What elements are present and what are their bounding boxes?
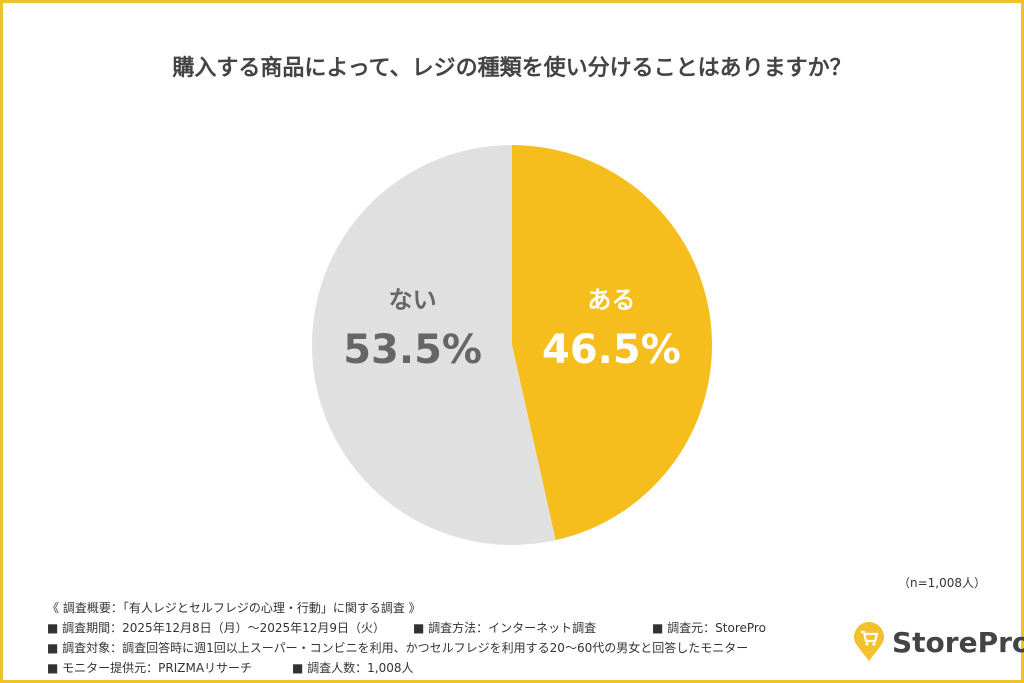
slice-value-label: 46.5% (542, 327, 681, 373)
survey-heading: 《 調査概要：「有人レジとセルフレジの心理・行動」に関する調査 》 (47, 601, 421, 615)
logo-text: StorePro (892, 625, 1024, 659)
cart-pin-icon (854, 622, 884, 661)
survey-provider: ■ モニター提供元：PRIZMAリサーチ (47, 661, 253, 675)
survey-target: ■ 調査対象：調査回答時に週1回以上スーパー・コンビニを利用、かつセルフレジを利… (47, 641, 749, 655)
survey-method: ■ 調査方法：インターネット調査 (413, 621, 597, 635)
slice-label: ある (587, 286, 635, 314)
storepro-logo: StorePro (852, 622, 1024, 662)
slice-label: ない (389, 286, 437, 314)
chart-title: 購入する商品によって、レジの種類を使い分けることはありますか？ (172, 56, 852, 81)
survey-count: ■ 調査人数：1,008人 (292, 661, 414, 675)
slice-value-label: 53.5% (343, 327, 482, 373)
pie-slice-1 (312, 145, 556, 545)
sample-size-note: （n=1,008人） (897, 576, 986, 590)
pie-slice-0 (512, 145, 712, 541)
survey-source: ■ 調査元：StorePro (652, 621, 766, 635)
survey-period: ■ 調査期間：2025年12月8日（月）～2025年12月9日（火） (47, 621, 386, 635)
